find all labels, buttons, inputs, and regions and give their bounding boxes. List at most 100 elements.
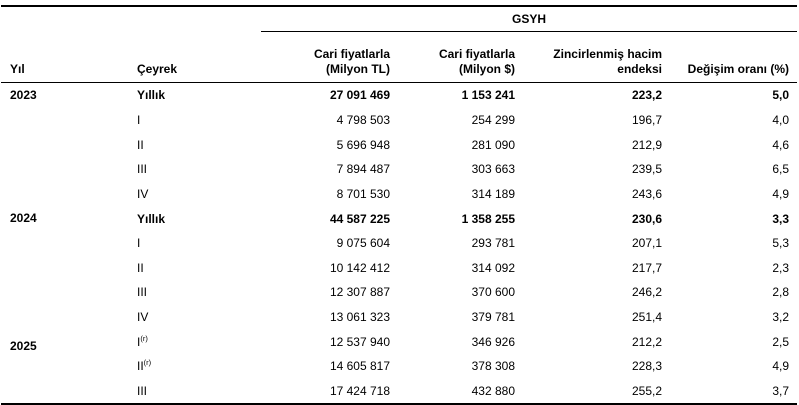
- table-row: I 4 798 503 254 299 196,7 4,0: [1, 108, 797, 133]
- value-cell-change: 4,6: [772, 137, 790, 152]
- quarter-label: IV: [137, 310, 149, 325]
- value-cell-usd: 281 090: [471, 137, 515, 152]
- value-cell-change: 3,7: [772, 384, 790, 398]
- value-cell-tl: 7 894 487: [336, 162, 390, 177]
- col-header-line: Cari fiyatlarla: [313, 47, 390, 61]
- col-header-quarter: Çeyrek: [128, 31, 261, 83]
- value-cell-change: 3,3: [772, 211, 790, 226]
- value-cell-usd: 378 308: [471, 359, 515, 374]
- col-header-chained-volume-index: Zincirlenmiş hacim endeksi: [516, 31, 663, 83]
- value-cell-usd: 1 153 241: [461, 88, 515, 103]
- quarter-label: IV: [137, 186, 149, 201]
- quarter-label: I: [137, 334, 141, 349]
- value-cell-index: 212,9: [631, 137, 662, 152]
- quarter-cell: Yıllık: [128, 206, 261, 231]
- quarter-cell: IV: [128, 305, 261, 330]
- table-row: IV 8 701 530 314 189 243,6 4,9: [1, 182, 797, 207]
- col-header-line: (Milyon TL): [326, 62, 390, 76]
- quarter-label: II: [137, 137, 144, 152]
- value-cell-change: 2,5: [772, 334, 790, 349]
- col-header-current-prices-usd: Cari fiyatlarla (Milyon $): [391, 31, 516, 83]
- value-cell-index: 255,2: [631, 384, 662, 398]
- value-cell-usd: 314 092: [471, 260, 515, 275]
- col-header-change-rate: Değişim oranı (%): [663, 31, 798, 83]
- value-cell-change: 5,3: [772, 236, 790, 251]
- value-cell-usd: 379 781: [471, 310, 515, 325]
- table-row: II 5 696 948 281 090 212,9 4,6: [1, 132, 797, 157]
- year-cell: 2024: [10, 211, 37, 226]
- year-cell: 2025: [10, 339, 37, 354]
- value-cell-index: 217,7: [631, 260, 662, 275]
- quarter-cell: III: [128, 379, 261, 405]
- value-cell-index: 223,2: [631, 88, 662, 103]
- quarter-cell: I: [128, 231, 261, 256]
- gsyh-table-container: GSYH Yıl Çeyrek Cari fiyatlarla (Milyon T…: [1, 5, 798, 405]
- value-cell-tl: 4 798 503: [336, 112, 390, 127]
- value-cell-index: 251,4: [631, 310, 662, 325]
- group-header-spacer: [1, 6, 261, 32]
- value-cell-tl: 12 537 940: [329, 334, 390, 349]
- value-cell-tl: 8 701 530: [336, 186, 390, 201]
- col-header-line: endeksi: [617, 62, 662, 76]
- group-header-gsyh: GSYH: [261, 6, 798, 32]
- revision-marker: (r): [140, 333, 148, 343]
- value-cell-change: 4,9: [772, 359, 790, 374]
- value-cell-index: 243,6: [631, 186, 662, 201]
- value-cell-tl: 14 605 817: [329, 359, 390, 374]
- quarter-cell: II(r): [128, 354, 261, 379]
- col-header-line: Cari fiyatlarla: [438, 47, 515, 61]
- table-row: 2025 I(r) 12 537 940 346 926 212,2 2,5: [1, 329, 797, 354]
- value-cell-index: 207,1: [631, 236, 662, 251]
- table-row: III 17 424 718 432 880 255,2 3,7: [1, 379, 797, 405]
- table-row: 2024 Yıllık 44 587 225 1 358 255 230,6 3,3: [1, 206, 797, 231]
- quarter-cell: I: [128, 108, 261, 133]
- col-header-current-prices-tl: Cari fiyatlarla (Milyon TL): [261, 31, 391, 83]
- value-cell-index: 212,2: [631, 334, 662, 349]
- quarter-cell: IV: [128, 182, 261, 207]
- value-cell-index: 196,7: [631, 112, 662, 127]
- quarter-label: Yıllık: [137, 88, 166, 103]
- quarter-cell: III: [128, 157, 261, 182]
- table-row: I 9 075 604 293 781 207,1 5,3: [1, 231, 797, 256]
- table-row: IV 13 061 323 379 781 251,4 3,2: [1, 305, 797, 330]
- table-body: 2023 Yıllık 27 091 469 1 153 241 223,2 5,0 I 4 …: [1, 83, 797, 405]
- value-cell-usd: 293 781: [471, 236, 515, 251]
- quarter-label: II: [137, 260, 144, 275]
- col-header-line: Değişim oranı (%): [687, 62, 790, 76]
- value-cell-tl: 17 424 718: [329, 384, 390, 398]
- value-cell-change: 3,2: [772, 310, 790, 325]
- quarter-label: III: [137, 285, 148, 300]
- value-cell-usd: 370 600: [471, 285, 515, 300]
- table-row: III 12 307 887 370 600 246,2 2,8: [1, 280, 797, 305]
- value-cell-usd: 314 189: [471, 186, 515, 201]
- quarter-label: III: [137, 162, 148, 177]
- col-header-line: Zincirlenmiş hacim: [553, 47, 662, 61]
- value-cell-index: 228,3: [631, 359, 662, 374]
- quarter-label: III: [137, 384, 148, 398]
- value-cell-tl: 13 061 323: [329, 310, 390, 325]
- col-header-line: (Milyon $): [459, 62, 515, 76]
- value-cell-index: 246,2: [631, 285, 662, 300]
- value-cell-tl: 12 307 887: [329, 285, 390, 300]
- value-cell-usd: 346 926: [471, 334, 515, 349]
- value-cell-usd: 1 358 255: [461, 211, 515, 226]
- table-row: II 10 142 412 314 092 217,7 2,3: [1, 255, 797, 280]
- year-cell: 2023: [10, 88, 37, 102]
- table-row: III 7 894 487 303 663 239,5 6,5: [1, 157, 797, 182]
- value-cell-index: 230,6: [631, 211, 662, 226]
- value-cell-tl: 27 091 469: [329, 88, 390, 103]
- quarter-cell: III: [128, 280, 261, 305]
- column-header-row: Yıl Çeyrek Cari fiyatlarla (Milyon TL) Car…: [1, 31, 798, 83]
- group-header-row: GSYH: [1, 6, 798, 32]
- table-row: II(r) 14 605 817 378 308 228,3 4,9: [1, 354, 797, 379]
- value-cell-index: 239,5: [631, 162, 662, 177]
- value-cell-change: 6,5: [772, 162, 790, 177]
- table-row: 2023 Yıllık 27 091 469 1 153 241 223,2 5,0: [1, 83, 797, 108]
- quarter-label: II: [137, 359, 144, 374]
- quarter-cell: II: [128, 255, 261, 280]
- quarter-cell: I(r): [128, 329, 261, 354]
- value-cell-usd: 432 880: [471, 384, 515, 398]
- col-header-year: Yıl: [1, 31, 128, 83]
- revision-marker: (r): [143, 358, 152, 368]
- value-cell-tl: 44 587 225: [329, 211, 390, 226]
